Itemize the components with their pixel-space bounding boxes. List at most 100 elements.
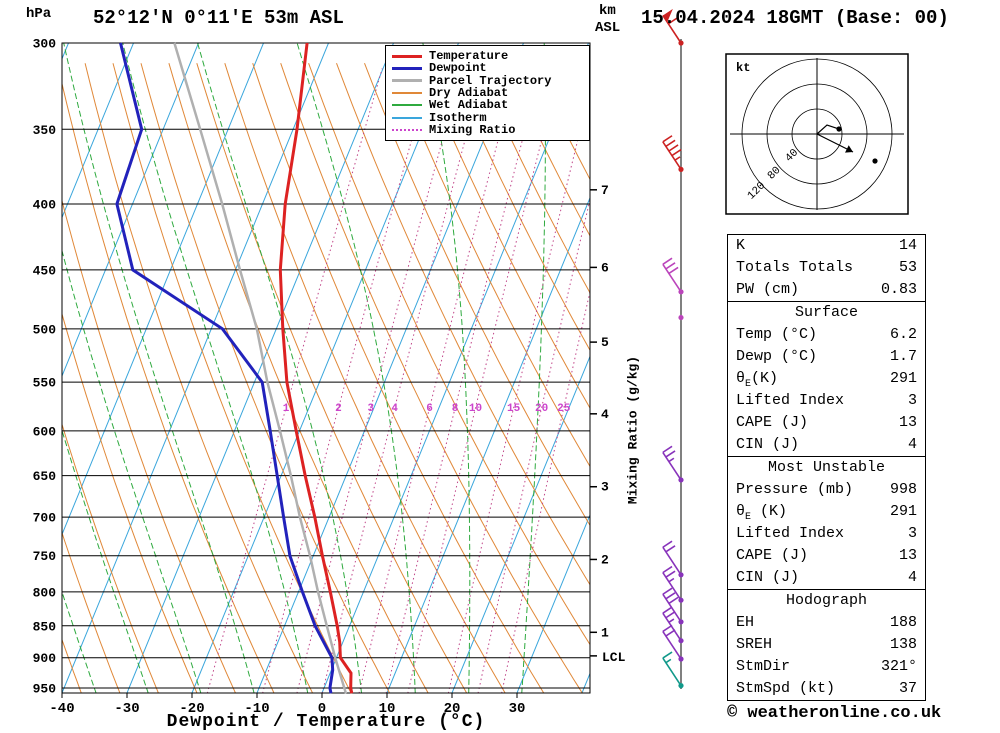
legend-label: Dewpoint	[429, 61, 487, 76]
table-row: StmSpd (kt) 37	[728, 678, 925, 700]
table-row: CIN (J) 4	[728, 434, 925, 456]
hodograph-trace	[816, 124, 840, 135]
svg-text:400: 400	[33, 197, 57, 212]
table-row: StmDir 321°	[728, 656, 925, 678]
svg-text:2: 2	[601, 552, 609, 567]
table-row-label: StmDir	[736, 658, 791, 675]
svg-text:6: 6	[426, 403, 433, 415]
legend-item: Wet Adiabat	[392, 99, 583, 111]
table-row-value: 4	[907, 436, 917, 453]
temperature-line	[278, 42, 354, 694]
station-title: 52°12'N 0°11'E 53m ASL	[93, 7, 344, 29]
table-row-label: Pressure (mb)	[736, 481, 854, 498]
table-row: CIN (J) 4	[728, 567, 925, 589]
table-row-label: Dewp (°C)	[736, 348, 818, 365]
run-datetime: 15.04.2024 18GMT (Base: 00)	[641, 7, 949, 29]
legend-label: Temperature	[429, 49, 509, 63]
table-row: θE (K) 291	[728, 501, 925, 523]
legend-swatch	[392, 104, 422, 107]
km-tick-labels: 7 6 5 4 3 2 1	[590, 183, 609, 640]
legend-label: Dry Adiabat	[429, 85, 509, 100]
svg-text:5: 5	[601, 335, 609, 350]
table-row: θE(K) 291	[728, 368, 925, 390]
table-row-value: 6.2	[889, 326, 917, 343]
table-row-label: CIN (J)	[736, 569, 800, 586]
table-row-label: PW (cm)	[736, 281, 800, 298]
table-row: SREH 138	[728, 634, 925, 656]
svg-text:0: 0	[318, 701, 326, 717]
table-row-label: Totals Totals	[736, 259, 854, 276]
svg-text:10: 10	[469, 403, 482, 415]
table-row-label: Lifted Index	[736, 525, 845, 542]
table-row-label: Temp (°C)	[736, 326, 818, 343]
table-row-value: 14	[898, 237, 917, 254]
svg-text:550: 550	[33, 376, 57, 391]
svg-text:700: 700	[33, 511, 57, 526]
svg-text:350: 350	[33, 123, 57, 138]
svg-text:1: 1	[283, 403, 290, 415]
legend-label: Wet Adiabat	[429, 98, 509, 113]
dry-adiabat-lines	[62, 62, 590, 693]
lcl-label: LCL	[602, 650, 626, 665]
mixing-ratio-labels: 1 2 3 4 6 8 10 15 20 25	[283, 403, 571, 415]
legend-label: Isotherm	[429, 110, 487, 125]
table-row: Lifted Index 3	[728, 390, 925, 412]
table-row-value: 291	[889, 503, 917, 520]
table-row: Temp (°C) 6.2	[728, 324, 925, 346]
legend-item: Mixing Ratio	[392, 124, 583, 136]
svg-text:7: 7	[601, 183, 609, 198]
table-row-value: 4	[907, 569, 917, 586]
table-row-value: 53	[898, 259, 917, 276]
table-row-label: CAPE (J)	[736, 547, 809, 564]
table-section-header: Surface	[794, 304, 858, 321]
legend-item: Dry Adiabat	[392, 87, 583, 99]
svg-text:-40: -40	[49, 701, 74, 717]
svg-text:30: 30	[509, 701, 526, 717]
table-section: K 14 Totals Totals 53 PW (cm) 0.83	[727, 234, 926, 302]
legend-label: Mixing Ratio	[429, 122, 516, 137]
table-row: CAPE (J) 13	[728, 545, 925, 567]
legend-item: Parcel Trajectory	[392, 75, 583, 87]
table-row: EH 188	[728, 612, 925, 634]
legend-swatch	[392, 128, 422, 131]
svg-text:500: 500	[33, 322, 57, 337]
svg-text:1: 1	[601, 625, 609, 640]
table-section: Most Unstable Pressure (mb) 998 θE (K) 291 Li…	[727, 456, 926, 590]
svg-text:2: 2	[335, 403, 342, 415]
table-row: Dewp (°C) 1.7	[728, 346, 925, 368]
table-row: PW (cm) 0.83	[728, 279, 925, 301]
table-row-value: 3	[907, 525, 917, 542]
svg-text:950: 950	[33, 682, 57, 697]
parcel-trajectory-line	[173, 42, 348, 694]
table-row-label: StmSpd (kt)	[736, 680, 836, 697]
table-row-value: 37	[898, 680, 917, 697]
table-row-value: 188	[889, 614, 917, 631]
legend: Temperature Dewpoint Parcel Trajectory Dry …	[385, 45, 590, 141]
table-row-value: 13	[898, 414, 917, 431]
svg-text:3: 3	[367, 403, 374, 415]
svg-text:25: 25	[557, 403, 571, 415]
table-row-value: 998	[889, 481, 917, 498]
svg-text:15: 15	[507, 403, 521, 415]
svg-text:600: 600	[33, 424, 57, 439]
table-row: Pressure (mb) 998	[728, 479, 925, 501]
svg-text:8: 8	[452, 403, 459, 415]
table-row-value: 3	[907, 392, 917, 409]
svg-text:20: 20	[535, 403, 548, 415]
copyright: © weatheronline.co.uk	[727, 704, 942, 723]
altitude-axis-unit-asl: ASL	[595, 20, 621, 36]
indices-table: K 14 Totals Totals 53 PW (cm) 0.83 Surface Temp…	[727, 234, 926, 701]
svg-text:850: 850	[33, 619, 57, 634]
table-row-label: K	[736, 237, 746, 254]
svg-text:20: 20	[444, 701, 461, 717]
svg-text:10: 10	[379, 701, 396, 717]
table-section: Surface Temp (°C) 6.2 Dewp (°C) 1.7 θE(K) 291 L…	[727, 301, 926, 457]
table-row: K 14	[728, 235, 925, 257]
svg-text:3: 3	[601, 480, 609, 495]
table-row-label: SREH	[736, 636, 773, 653]
svg-text:300: 300	[33, 37, 57, 52]
legend-swatch	[392, 79, 422, 83]
